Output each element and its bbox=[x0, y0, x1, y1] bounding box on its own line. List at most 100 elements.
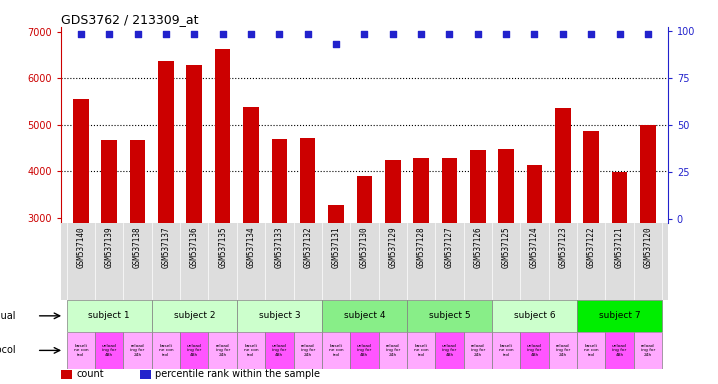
Text: protocol: protocol bbox=[0, 345, 16, 356]
Text: reload
ing for
24h: reload ing for 24h bbox=[301, 344, 314, 357]
Text: GDS3762 / 213309_at: GDS3762 / 213309_at bbox=[61, 13, 199, 26]
Bar bbox=[187, 65, 202, 358]
Text: GSM537133: GSM537133 bbox=[275, 227, 284, 268]
Text: reload
ing for
24h: reload ing for 24h bbox=[640, 344, 655, 357]
Point bbox=[217, 31, 228, 38]
Text: reload
ing for
24h: reload ing for 24h bbox=[471, 344, 485, 357]
Bar bbox=[271, 139, 287, 358]
Text: baseli
ne con
trol: baseli ne con trol bbox=[329, 344, 343, 357]
Text: GSM537120: GSM537120 bbox=[643, 227, 653, 268]
Text: subject 7: subject 7 bbox=[599, 311, 640, 320]
Text: GSM537139: GSM537139 bbox=[105, 227, 113, 268]
Bar bbox=[605, 332, 634, 369]
Bar bbox=[265, 332, 294, 369]
Point bbox=[585, 31, 597, 38]
Bar bbox=[151, 300, 237, 332]
Bar bbox=[577, 332, 605, 369]
Point bbox=[330, 41, 342, 47]
Bar bbox=[322, 332, 350, 369]
Bar bbox=[385, 160, 401, 358]
Text: baseli
ne con
trol: baseli ne con trol bbox=[414, 344, 429, 357]
Bar bbox=[584, 131, 599, 358]
Text: unload
ing for
48h: unload ing for 48h bbox=[272, 344, 286, 357]
Point bbox=[557, 31, 569, 38]
Point bbox=[528, 31, 540, 38]
Bar bbox=[158, 61, 174, 358]
Point bbox=[75, 31, 87, 38]
Bar bbox=[237, 300, 322, 332]
Text: GSM537130: GSM537130 bbox=[360, 227, 369, 268]
Text: GSM537123: GSM537123 bbox=[559, 227, 567, 268]
Bar bbox=[208, 332, 237, 369]
Point bbox=[359, 31, 370, 38]
Text: percentile rank within the sample: percentile rank within the sample bbox=[155, 369, 320, 379]
Point bbox=[500, 31, 512, 38]
Text: GSM537128: GSM537128 bbox=[416, 227, 426, 268]
Text: subject 5: subject 5 bbox=[429, 311, 470, 320]
Text: baseli
ne con
trol: baseli ne con trol bbox=[584, 344, 599, 357]
Bar bbox=[130, 140, 145, 358]
Bar bbox=[67, 332, 95, 369]
Bar bbox=[180, 332, 208, 369]
Point bbox=[189, 31, 200, 38]
Bar bbox=[521, 332, 549, 369]
Point bbox=[444, 31, 455, 38]
Text: GSM537135: GSM537135 bbox=[218, 227, 227, 268]
Bar bbox=[498, 149, 514, 358]
Text: reload
ing for
24h: reload ing for 24h bbox=[215, 344, 230, 357]
Text: baseli
ne con
trol: baseli ne con trol bbox=[499, 344, 513, 357]
Text: GSM537136: GSM537136 bbox=[190, 227, 199, 268]
Text: GSM537134: GSM537134 bbox=[246, 227, 256, 268]
Bar bbox=[407, 300, 492, 332]
Point bbox=[103, 31, 115, 38]
Bar bbox=[243, 107, 258, 358]
Text: GSM537137: GSM537137 bbox=[162, 227, 170, 268]
Text: GSM537127: GSM537127 bbox=[445, 227, 454, 268]
Text: unload
ing for
48h: unload ing for 48h bbox=[612, 344, 627, 357]
Point bbox=[160, 31, 172, 38]
Bar bbox=[328, 205, 344, 358]
Bar bbox=[322, 300, 407, 332]
Bar bbox=[294, 332, 322, 369]
Text: GSM537121: GSM537121 bbox=[615, 227, 624, 268]
Bar bbox=[101, 140, 117, 358]
Text: GSM537124: GSM537124 bbox=[530, 227, 539, 268]
Text: subject 2: subject 2 bbox=[174, 311, 215, 320]
Bar bbox=[350, 332, 378, 369]
Text: baseli
ne con
trol: baseli ne con trol bbox=[73, 344, 88, 357]
Point bbox=[302, 31, 314, 38]
Text: unload
ing for
48h: unload ing for 48h bbox=[102, 344, 116, 357]
Bar bbox=[577, 300, 662, 332]
Text: reload
ing for
24h: reload ing for 24h bbox=[556, 344, 570, 357]
Text: subject 1: subject 1 bbox=[88, 311, 130, 320]
Point bbox=[415, 31, 426, 38]
Point bbox=[274, 31, 285, 38]
Bar bbox=[492, 300, 577, 332]
Text: GSM537132: GSM537132 bbox=[303, 227, 312, 268]
Text: subject 3: subject 3 bbox=[258, 311, 300, 320]
Point bbox=[614, 31, 625, 38]
Text: GSM537129: GSM537129 bbox=[388, 227, 397, 268]
Text: GSM537126: GSM537126 bbox=[473, 227, 482, 268]
Bar bbox=[123, 332, 151, 369]
Text: unload
ing for
48h: unload ing for 48h bbox=[442, 344, 457, 357]
Bar bbox=[435, 332, 464, 369]
Text: subject 4: subject 4 bbox=[344, 311, 385, 320]
Bar bbox=[215, 49, 230, 358]
Text: GSM537131: GSM537131 bbox=[332, 227, 340, 268]
Text: reload
ing for
24h: reload ing for 24h bbox=[131, 344, 145, 357]
Point bbox=[642, 31, 653, 38]
Point bbox=[132, 31, 144, 38]
Text: GSM537125: GSM537125 bbox=[502, 227, 510, 268]
Text: count: count bbox=[76, 369, 104, 379]
Bar bbox=[470, 151, 485, 358]
Text: reload
ing for
24h: reload ing for 24h bbox=[386, 344, 400, 357]
Point bbox=[472, 31, 483, 38]
Bar bbox=[549, 332, 577, 369]
Bar bbox=[151, 332, 180, 369]
Text: individual: individual bbox=[0, 311, 16, 321]
Bar bbox=[237, 332, 265, 369]
Bar bbox=[442, 158, 457, 358]
Bar bbox=[378, 332, 407, 369]
Bar bbox=[67, 300, 151, 332]
